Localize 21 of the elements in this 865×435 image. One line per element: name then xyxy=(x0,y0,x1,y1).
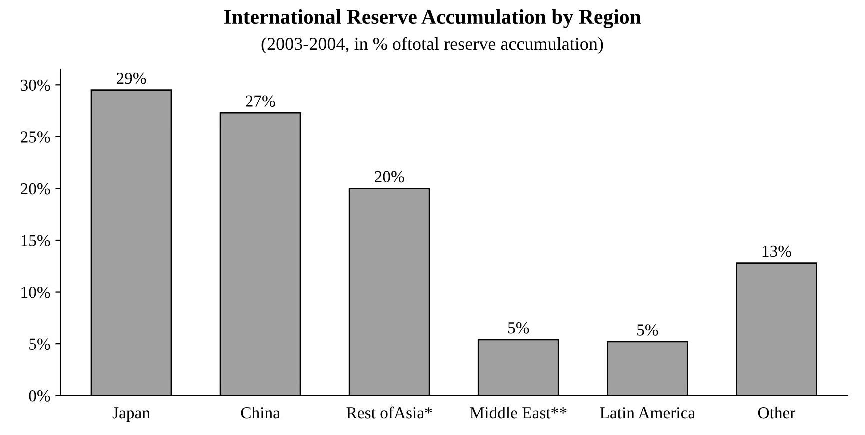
y-tick-label: 20% xyxy=(21,183,50,195)
data-label: 27% xyxy=(246,96,276,107)
x-tick-label: Other xyxy=(758,406,796,419)
y-tick-label: 30% xyxy=(21,80,50,92)
y-tick-label: 0% xyxy=(29,390,50,402)
x-tick-label: China xyxy=(241,406,280,419)
x-tick-label: Latin America xyxy=(600,407,696,419)
y-tick-label: 25% xyxy=(21,132,50,143)
data-label: 5% xyxy=(508,322,530,334)
data-label: 20% xyxy=(375,171,404,183)
y-tick-label: 5% xyxy=(30,338,50,350)
chart-title: International Reserve Accumulation by Region xyxy=(224,9,642,29)
x-tick-label: Middle East** xyxy=(470,406,567,419)
data-label: 5% xyxy=(638,324,658,336)
data-label: 13% xyxy=(762,246,792,258)
x-tick-label: Japan xyxy=(112,408,150,422)
y-tick-label: 10% xyxy=(22,286,50,298)
y-tick-label: 15% xyxy=(22,235,50,246)
chart-subtitle: (2003-2004, in % oftotal reserve accumulation) xyxy=(262,37,604,54)
x-tick-label: Rest ofAsia* xyxy=(346,406,432,419)
data-label: 29% xyxy=(116,72,146,84)
